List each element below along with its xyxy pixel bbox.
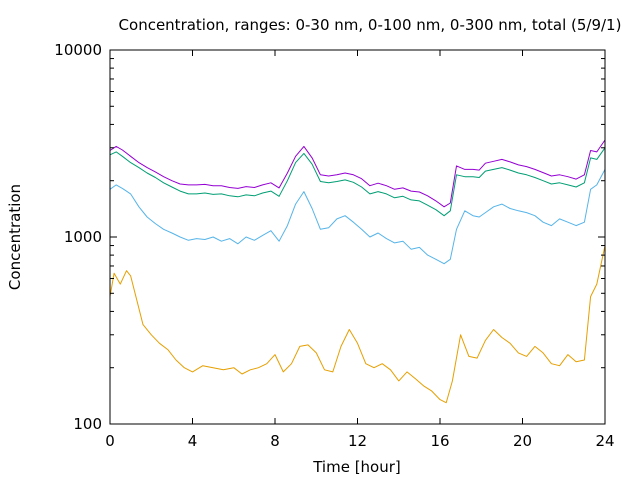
y-tick-label: 10000 xyxy=(54,41,102,59)
x-tick-label: 24 xyxy=(595,432,614,450)
x-tick-label: 4 xyxy=(188,432,198,450)
x-axis-title: Time [hour] xyxy=(312,458,401,476)
chart-title: Concentration, ranges: 0-30 nm, 0-100 nm… xyxy=(119,16,622,34)
x-tick-label: 16 xyxy=(430,432,449,450)
series-layer xyxy=(109,139,606,404)
x-tick-label: 20 xyxy=(513,432,532,450)
y-tick-label: 100 xyxy=(73,415,102,433)
series-line-4 xyxy=(109,139,606,208)
y-axis-title: Concentration xyxy=(6,184,24,290)
y-tick-label: 1000 xyxy=(64,228,102,246)
x-tick-label: 12 xyxy=(348,432,367,450)
x-tick-label: 8 xyxy=(270,432,280,450)
series-line-2 xyxy=(109,169,606,265)
series-line-1 xyxy=(109,245,606,404)
series-line-3 xyxy=(109,147,606,217)
x-tick-label: 0 xyxy=(105,432,115,450)
tick-layer: 0 4 8 12 16 20 24 100 1000 10000 xyxy=(54,41,614,450)
